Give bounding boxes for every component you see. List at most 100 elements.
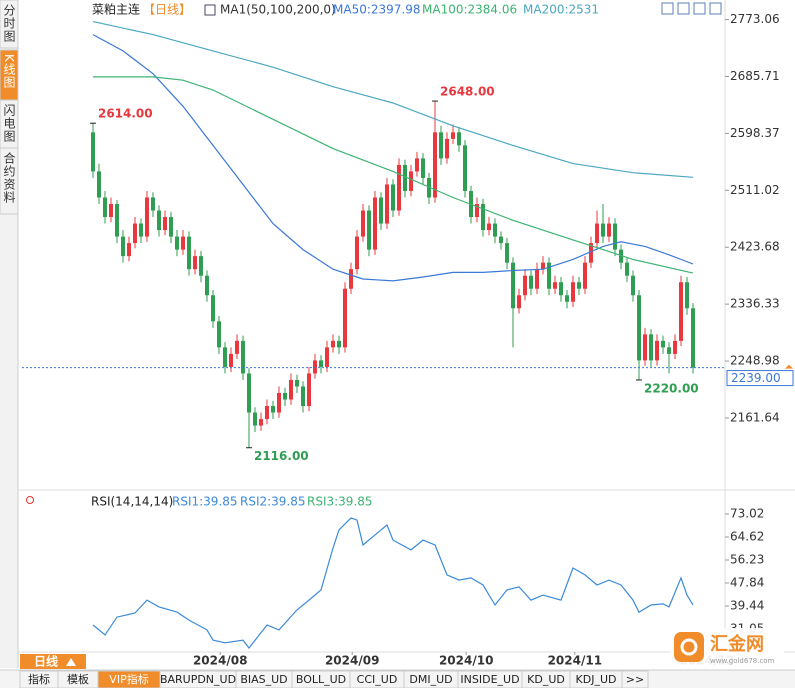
candle-body [360, 210, 365, 237]
bottom-tab-label[interactable]: CCI_UD [357, 673, 398, 686]
candle-body [348, 269, 353, 289]
instrument-title: 菜粕主连 [92, 2, 140, 17]
candle-body [577, 282, 582, 289]
candle-body [499, 236, 504, 244]
period-button-arrow[interactable] [66, 658, 76, 666]
side-tab[interactable] [0, 0, 19, 49]
candle-body [493, 223, 498, 237]
candle-body [535, 269, 540, 289]
side-tab-label[interactable]: 闪电图 [2, 104, 16, 143]
legend-label: RSI2:39.85 [240, 495, 306, 509]
side-tab-label[interactable]: 分时图 [2, 4, 16, 43]
settings-icon[interactable] [26, 496, 34, 504]
legend-label: MA100:2384.06 [422, 3, 517, 17]
candle-body [126, 243, 131, 257]
candle-body [246, 373, 251, 413]
candle-body [270, 406, 275, 413]
x-tick-label: 2024/10 [439, 654, 493, 668]
y-tick-label: 2598.37 [730, 126, 780, 140]
candle-body [445, 138, 450, 159]
bottom-tab-label[interactable]: VIP指标 [109, 672, 148, 686]
candle-body [481, 204, 486, 231]
bottom-tab-label[interactable]: 模板 [67, 672, 89, 686]
candle-body [523, 275, 528, 296]
candle-body [511, 262, 516, 309]
icon[interactable] [661, 2, 674, 15]
candle-body [583, 262, 588, 289]
candle-body [691, 308, 696, 368]
candle-body [559, 282, 564, 296]
candle-body [463, 145, 468, 191]
bottom-tab-label[interactable]: 指标 [28, 672, 50, 686]
candle-body [90, 132, 95, 172]
bottom-tab-label[interactable]: BOLL_UD [296, 673, 346, 686]
candle-body [282, 392, 287, 400]
icon[interactable] [709, 2, 722, 15]
logo-icon [674, 632, 704, 662]
candle-body [553, 282, 558, 289]
indicator-title: RSI(14,14,14) [91, 495, 173, 509]
legend-label: MA50:2397.98 [333, 3, 421, 17]
y-tick-label: 2773.06 [730, 12, 780, 26]
legend-label: MA200:2531 [523, 3, 599, 17]
bottom-tab-label[interactable]: KD_UD [527, 673, 565, 686]
logo-name: 汇金网 [710, 633, 764, 655]
icon[interactable] [693, 2, 706, 15]
candle-body [186, 236, 191, 270]
line [92, 517, 694, 649]
x-tick-label: 2024/09 [325, 654, 379, 668]
bottom-tab-label[interactable]: DMI_UD [409, 673, 452, 686]
candle-body [120, 236, 125, 257]
icon[interactable] [677, 2, 690, 15]
annotation-label: 2648.00 [440, 85, 495, 99]
bottom-tab-label[interactable]: KDJ_UD [576, 673, 617, 686]
bottom-tab-label[interactable]: INSIDE_UD [460, 673, 519, 686]
bottom-tab[interactable] [621, 670, 649, 688]
candle-body [168, 217, 173, 237]
side-tab-label[interactable]: K线图 [2, 54, 16, 89]
candle-body [565, 295, 570, 302]
candle-body [625, 262, 630, 276]
candle-body [336, 340, 341, 348]
side-tab[interactable] [0, 147, 19, 215]
line [92, 21, 694, 178]
indicator-label: MA1(50,100,200,0) [220, 3, 336, 17]
candle-body [96, 171, 101, 198]
candle-body [324, 347, 329, 367]
candle-body [240, 340, 245, 374]
line [92, 34, 694, 282]
candle-body [403, 164, 408, 191]
logo-icon-mark [680, 638, 698, 656]
candle-body [312, 360, 317, 374]
candle-body [637, 295, 642, 361]
toolbar-icons[interactable] [661, 2, 722, 15]
y-tick-label: 73.02 [730, 506, 764, 520]
candle-body [174, 236, 179, 250]
candle-body [421, 158, 426, 178]
candle-body [541, 262, 546, 270]
candle-body [252, 412, 257, 426]
candle-body [234, 340, 239, 354]
bottom-tab-label[interactable]: BARUPDN_UD [160, 673, 236, 686]
candle-body [192, 256, 197, 270]
candle-body [475, 204, 480, 218]
y-tick-label: 2248.98 [730, 354, 780, 368]
candle-body [427, 177, 432, 198]
bottom-tab-label[interactable]: >> [626, 673, 644, 686]
candle-body [661, 340, 666, 348]
x-tick-label: 2024/11 [548, 654, 602, 668]
side-tab-label[interactable]: 合约资料 [2, 151, 16, 204]
candle-body [342, 288, 347, 348]
indicator-icon[interactable] [204, 4, 216, 16]
candle-body [330, 340, 335, 348]
candle-body [318, 360, 323, 367]
y-tick-label: 64.62 [730, 530, 764, 544]
candle-body [457, 132, 462, 146]
logo-url: www.gold678.com [710, 657, 775, 665]
bottom-tab-label[interactable]: BIAS_UD [240, 673, 287, 686]
candle-body [679, 282, 684, 341]
period-button-label[interactable]: 日线 [34, 654, 58, 669]
candle-body [667, 347, 672, 354]
candle-body [595, 223, 600, 244]
annotation-label: 2614.00 [98, 107, 153, 121]
